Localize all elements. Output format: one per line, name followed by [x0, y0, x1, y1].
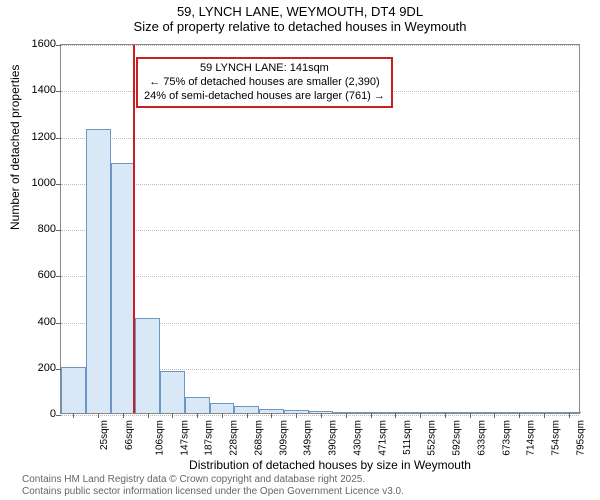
ytick-label: 1400 [16, 84, 56, 96]
ytick-mark [56, 45, 61, 46]
histogram-bar [86, 129, 111, 413]
xtick-mark [519, 413, 520, 418]
histogram-bar [111, 163, 136, 413]
xtick-label: 714sqm [526, 420, 537, 456]
annotation-line3: 24% of semi-detached houses are larger (… [144, 90, 385, 104]
ytick-mark [56, 323, 61, 324]
ytick-mark [56, 91, 61, 92]
xtick-label: 390sqm [328, 420, 339, 456]
ytick-mark [56, 184, 61, 185]
xtick-label: 268sqm [254, 420, 265, 456]
xtick-label: 754sqm [551, 420, 562, 456]
histogram-bar [135, 318, 160, 413]
xtick-mark [395, 413, 396, 418]
xtick-label: 228sqm [229, 420, 240, 456]
xtick-mark [172, 413, 173, 418]
title-line1: 59, LYNCH LANE, WEYMOUTH, DT4 9DL [0, 4, 600, 19]
annotation-line2: ← 75% of detached houses are smaller (2,… [144, 76, 385, 90]
xtick-label: 147sqm [179, 420, 190, 456]
histogram-bar [234, 406, 259, 413]
xtick-mark [197, 413, 198, 418]
xtick-label: 552sqm [427, 420, 438, 456]
ytick-label: 800 [16, 223, 56, 235]
xtick-label: 795sqm [575, 420, 586, 456]
property-marker-line [133, 45, 135, 413]
ytick-label: 600 [16, 269, 56, 281]
xtick-label: 592sqm [452, 420, 463, 456]
xtick-mark [123, 413, 124, 418]
xtick-mark [346, 413, 347, 418]
xtick-mark [371, 413, 372, 418]
histogram-bar [210, 403, 235, 413]
ytick-label: 0 [16, 408, 56, 420]
ytick-label: 1000 [16, 177, 56, 189]
xtick-mark [470, 413, 471, 418]
x-axis-label: Distribution of detached houses by size … [30, 458, 600, 472]
footer-line1: Contains HM Land Registry data © Crown c… [22, 474, 404, 486]
chart-title: 59, LYNCH LANE, WEYMOUTH, DT4 9DL Size o… [0, 0, 600, 34]
xtick-mark [247, 413, 248, 418]
xtick-mark [98, 413, 99, 418]
xtick-label: 25sqm [99, 420, 110, 450]
footer-line2: Contains public sector information licen… [22, 486, 404, 498]
xtick-mark [321, 413, 322, 418]
xtick-mark [544, 413, 545, 418]
xtick-mark [148, 413, 149, 418]
title-line2: Size of property relative to detached ho… [0, 19, 600, 34]
footer-attribution: Contains HM Land Registry data © Crown c… [22, 474, 404, 498]
xtick-label: 633sqm [476, 420, 487, 456]
xtick-mark [73, 413, 74, 418]
xtick-mark [271, 413, 272, 418]
histogram-bar [185, 397, 210, 413]
annotation-line1: 59 LYNCH LANE: 141sqm [144, 62, 385, 76]
xtick-label: 471sqm [377, 420, 388, 456]
xtick-label: 187sqm [204, 420, 215, 456]
chart-container: 59, LYNCH LANE, WEYMOUTH, DT4 9DL Size o… [0, 0, 600, 500]
ytick-label: 200 [16, 362, 56, 374]
xtick-mark [420, 413, 421, 418]
ytick-label: 1600 [16, 38, 56, 50]
xtick-label: 349sqm [303, 420, 314, 456]
xtick-label: 430sqm [353, 420, 364, 456]
xtick-mark [569, 413, 570, 418]
ytick-label: 1200 [16, 131, 56, 143]
xtick-mark [222, 413, 223, 418]
histogram-bar [61, 367, 86, 413]
histogram-bar [160, 371, 185, 413]
gridline [61, 138, 579, 139]
gridline [61, 230, 579, 231]
xtick-label: 106sqm [154, 420, 165, 456]
gridline [61, 415, 579, 416]
ytick-mark [56, 415, 61, 416]
gridline [61, 276, 579, 277]
xtick-label: 511sqm [401, 420, 412, 455]
plot-area: 25sqm66sqm106sqm147sqm187sqm228sqm268sqm… [60, 44, 580, 414]
ytick-mark [56, 138, 61, 139]
xtick-label: 66sqm [124, 420, 135, 450]
gridline [61, 45, 579, 46]
annotation-box: 59 LYNCH LANE: 141sqm← 75% of detached h… [136, 57, 393, 108]
xtick-mark [296, 413, 297, 418]
xtick-mark [494, 413, 495, 418]
xtick-label: 673sqm [501, 420, 512, 456]
ytick-mark [56, 230, 61, 231]
xtick-mark [445, 413, 446, 418]
gridline [61, 184, 579, 185]
ytick-mark [56, 276, 61, 277]
ytick-label: 400 [16, 316, 56, 328]
xtick-label: 309sqm [278, 420, 289, 456]
